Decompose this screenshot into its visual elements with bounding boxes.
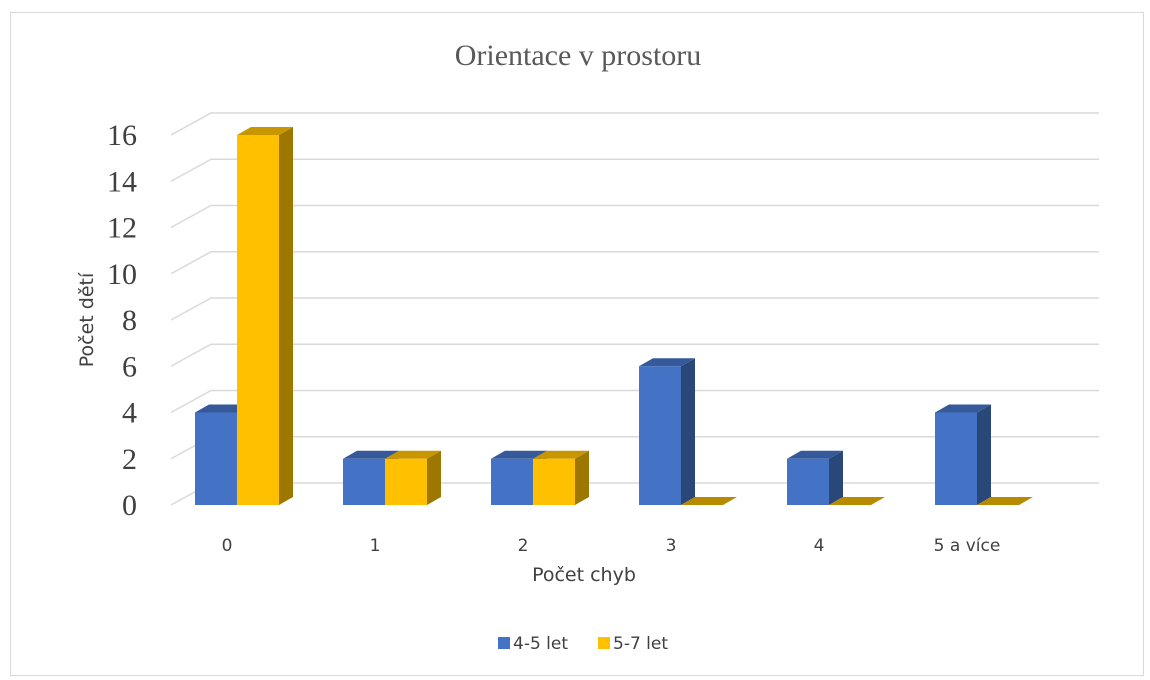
legend-item: 4-5 let bbox=[498, 634, 568, 654]
bar-top-face bbox=[385, 450, 441, 459]
gridline bbox=[170, 204, 1099, 229]
x-tick-label: 2 bbox=[518, 536, 529, 556]
bar-side-face bbox=[575, 450, 589, 505]
y-tick-label: 4 bbox=[122, 397, 137, 430]
bar-4-5 let-3 bbox=[639, 358, 695, 505]
bar-side-face bbox=[977, 404, 991, 505]
bar-side-face bbox=[427, 450, 441, 505]
bar-5-7 let-2 bbox=[533, 450, 589, 505]
bar-top-face bbox=[787, 450, 843, 459]
bar-top-face bbox=[533, 450, 589, 459]
bar-front-face bbox=[491, 458, 533, 505]
y-tick-label: 12 bbox=[107, 212, 137, 245]
legend-label: 5-7 let bbox=[613, 634, 668, 654]
gridline bbox=[170, 112, 1099, 136]
bar-front-face bbox=[639, 366, 681, 505]
y-tick-label: 16 bbox=[107, 119, 137, 152]
legend-swatch bbox=[598, 637, 610, 649]
bar-5-7 let-3 bbox=[681, 497, 737, 505]
bar-front-face bbox=[343, 458, 385, 505]
x-tick-label: 4 bbox=[814, 536, 825, 556]
y-tick-label: 14 bbox=[107, 165, 137, 198]
bar-front-face bbox=[237, 135, 279, 505]
bar-top-face bbox=[935, 404, 991, 413]
gridline bbox=[170, 158, 1099, 182]
bar-top-face bbox=[343, 450, 399, 459]
bar-top-face bbox=[639, 358, 695, 367]
bar-side-face bbox=[681, 358, 695, 505]
bar-4-5 let-4 bbox=[787, 450, 843, 505]
bar-front-face bbox=[385, 458, 427, 505]
bar-front-face bbox=[195, 412, 237, 505]
bar-5-7 let-4 bbox=[829, 497, 885, 505]
bar-top-face bbox=[829, 497, 885, 505]
bar-5-7 let-5 a více bbox=[977, 497, 1033, 505]
y-tick-label: 0 bbox=[122, 489, 137, 522]
legend-item: 5-7 let bbox=[598, 634, 668, 654]
gridline bbox=[170, 389, 1099, 414]
y-tick-label: 8 bbox=[122, 304, 137, 337]
bar-top-face bbox=[977, 497, 1033, 505]
legend-swatch bbox=[498, 637, 510, 649]
bar-front-face bbox=[533, 458, 575, 505]
bar-front-face bbox=[935, 412, 977, 505]
x-tick-label: 3 bbox=[666, 536, 677, 556]
bar-4-5 let-5 a více bbox=[935, 404, 991, 505]
y-tick-label: 6 bbox=[122, 350, 137, 383]
gridlines bbox=[170, 112, 1099, 506]
y-tick-label: 10 bbox=[107, 258, 137, 291]
x-tick-label: 0 bbox=[222, 536, 233, 556]
bar-5-7 let-1 bbox=[385, 450, 441, 505]
y-axis-label: Počet dětí bbox=[76, 272, 98, 367]
bar-top-face bbox=[681, 497, 737, 505]
y-tick-label: 2 bbox=[122, 443, 137, 476]
bar-5-7 let-0 bbox=[237, 127, 293, 505]
gridline bbox=[170, 251, 1099, 275]
x-axis-ticks: 0 1 2 3 4 5 a více bbox=[222, 536, 1001, 556]
gridline bbox=[170, 297, 1099, 321]
bar-side-face bbox=[829, 450, 843, 505]
bars bbox=[195, 127, 1033, 505]
bar-side-face bbox=[279, 127, 293, 505]
bar-front-face bbox=[787, 458, 829, 505]
chart-title: Orientace v prostoru bbox=[455, 39, 702, 72]
legend-label: 4-5 let bbox=[513, 634, 568, 654]
x-tick-label: 5 a více bbox=[934, 536, 1001, 556]
y-axis-ticks: 0 2 4 6 8 10 12 14 16 bbox=[107, 119, 137, 522]
x-axis-label: Počet chyb bbox=[532, 564, 636, 586]
gridline bbox=[170, 343, 1099, 367]
bar-top-face bbox=[237, 127, 293, 135]
x-tick-label: 1 bbox=[370, 536, 381, 556]
bar-top-face bbox=[491, 450, 547, 459]
legend: 4-5 let 5-7 let bbox=[498, 634, 668, 654]
